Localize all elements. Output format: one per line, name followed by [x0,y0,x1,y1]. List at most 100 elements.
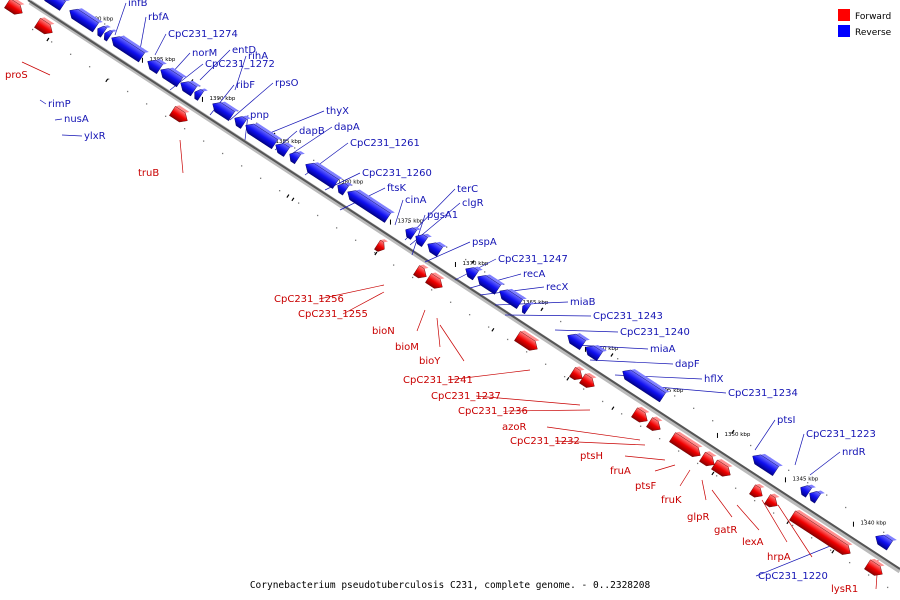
gene-label-ribf: ribF [236,80,255,91]
feature-tick [611,406,615,410]
strand-dot [411,276,414,279]
label-leader-line [809,451,841,476]
gene-label-infb: infB [128,0,148,9]
gene-label-ftsk: ftsK [387,183,406,194]
scale-tick-label: 1395 kbp [149,57,175,63]
strand-dot [183,128,186,130]
strand-dot [465,258,467,261]
gene-label-cpc231-1260: CpC231_1260 [362,168,432,179]
gene-body [347,190,391,223]
gene-top-face [520,330,540,342]
strand-dot [715,475,718,477]
reverse-gene [305,162,343,189]
gene-top-face [770,493,780,498]
gene-top-face [435,241,447,248]
gene-top-face [431,272,445,280]
strand-dot [712,420,714,422]
strand-dot [563,376,566,378]
label-leader-line [54,118,63,121]
label-leader-line [114,2,127,36]
legend-reverse-label: Reverse [855,28,892,38]
strand-dot [50,41,53,43]
strand-dot [259,177,262,179]
strand-dot [256,122,258,124]
gene-top-face [816,490,825,494]
gene-label-ptsi: ptsI [777,415,795,426]
gene-top-face [40,17,55,25]
label-leader-line [589,359,674,365]
label-leader-line [554,329,619,333]
strand-dot [354,239,357,241]
strand-dot [408,221,410,224]
forward-gene [864,558,885,576]
gene-label-norm: norM [192,48,217,59]
reverse-gene [337,182,353,196]
feature-tick [291,197,295,202]
label-leader-line [777,504,813,558]
reverse-gene [234,115,251,129]
label-leader-line [209,84,235,116]
gene-top-face [652,416,663,422]
gene-body [752,454,779,477]
label-leader-line [504,314,592,317]
forward-gene [569,366,585,380]
gene-label-azor: azoR [502,422,526,433]
strand-dot [449,301,452,303]
gene-label-cpc231-1223: CpC231_1223 [806,429,876,440]
gene-label-pspa: pspA [472,237,497,248]
gene-body [499,289,523,309]
forward-gene [789,509,853,555]
gene-label-dapb: dapB [299,126,325,137]
gene-label-miab: miaB [570,297,596,308]
reverse-gene [289,151,305,165]
gene-body [111,36,145,63]
gene-body [42,0,66,11]
gene-body [809,491,821,504]
strand-dot [788,469,790,471]
gene-label-cpc231-1247: CpC231_1247 [498,254,568,265]
gene-top-face [103,25,111,29]
gene-body [194,89,204,101]
gene-label-cpc231-1232: CpC231_1232 [510,436,580,447]
gene-label-gatr: gatR [714,525,737,536]
reverse-gene [477,274,505,295]
label-leader-line [654,464,676,472]
gene-label-biom: bioM [395,342,419,353]
gene-label-nusa: nusA [64,114,89,125]
gene-label-terc: terC [457,184,478,195]
gene-top-face [575,366,585,371]
gene-top-face [717,459,733,468]
strand-dot [145,103,148,105]
strand-dot [845,506,847,509]
gene-label-cpc231-1236: CpC231_1236 [458,406,528,417]
gene-top-face [473,266,483,271]
gene-body [569,367,583,380]
scale-tick-label: 1345 kbp [792,476,818,482]
strand-dot [126,90,129,93]
reverse-gene [405,226,421,240]
reverse-gene [111,35,149,63]
gene-top-face [175,105,190,113]
gene-top-face [507,288,527,300]
label-leader-line [264,110,325,136]
reverse-gene [427,241,447,257]
gene-body [337,183,349,196]
gene-top-face [705,451,717,457]
gene-top-face [419,264,429,269]
gene-body [789,510,851,555]
gene-top-face [423,233,432,238]
forward-gene [764,493,780,508]
strand-dot [826,494,828,496]
reverse-gene [567,333,590,351]
strand-dot [107,78,110,80]
feature-tick [471,260,475,264]
strand-dot [658,437,661,440]
reverse-gene [212,101,239,122]
strand-dot [772,512,775,514]
label-leader-line [679,469,691,487]
label-leader-line [154,33,167,56]
gene-top-face [155,59,167,65]
gene-label-miaa: miaA [650,344,676,355]
reverse-gene [800,484,816,498]
reverse-gene [499,288,527,309]
